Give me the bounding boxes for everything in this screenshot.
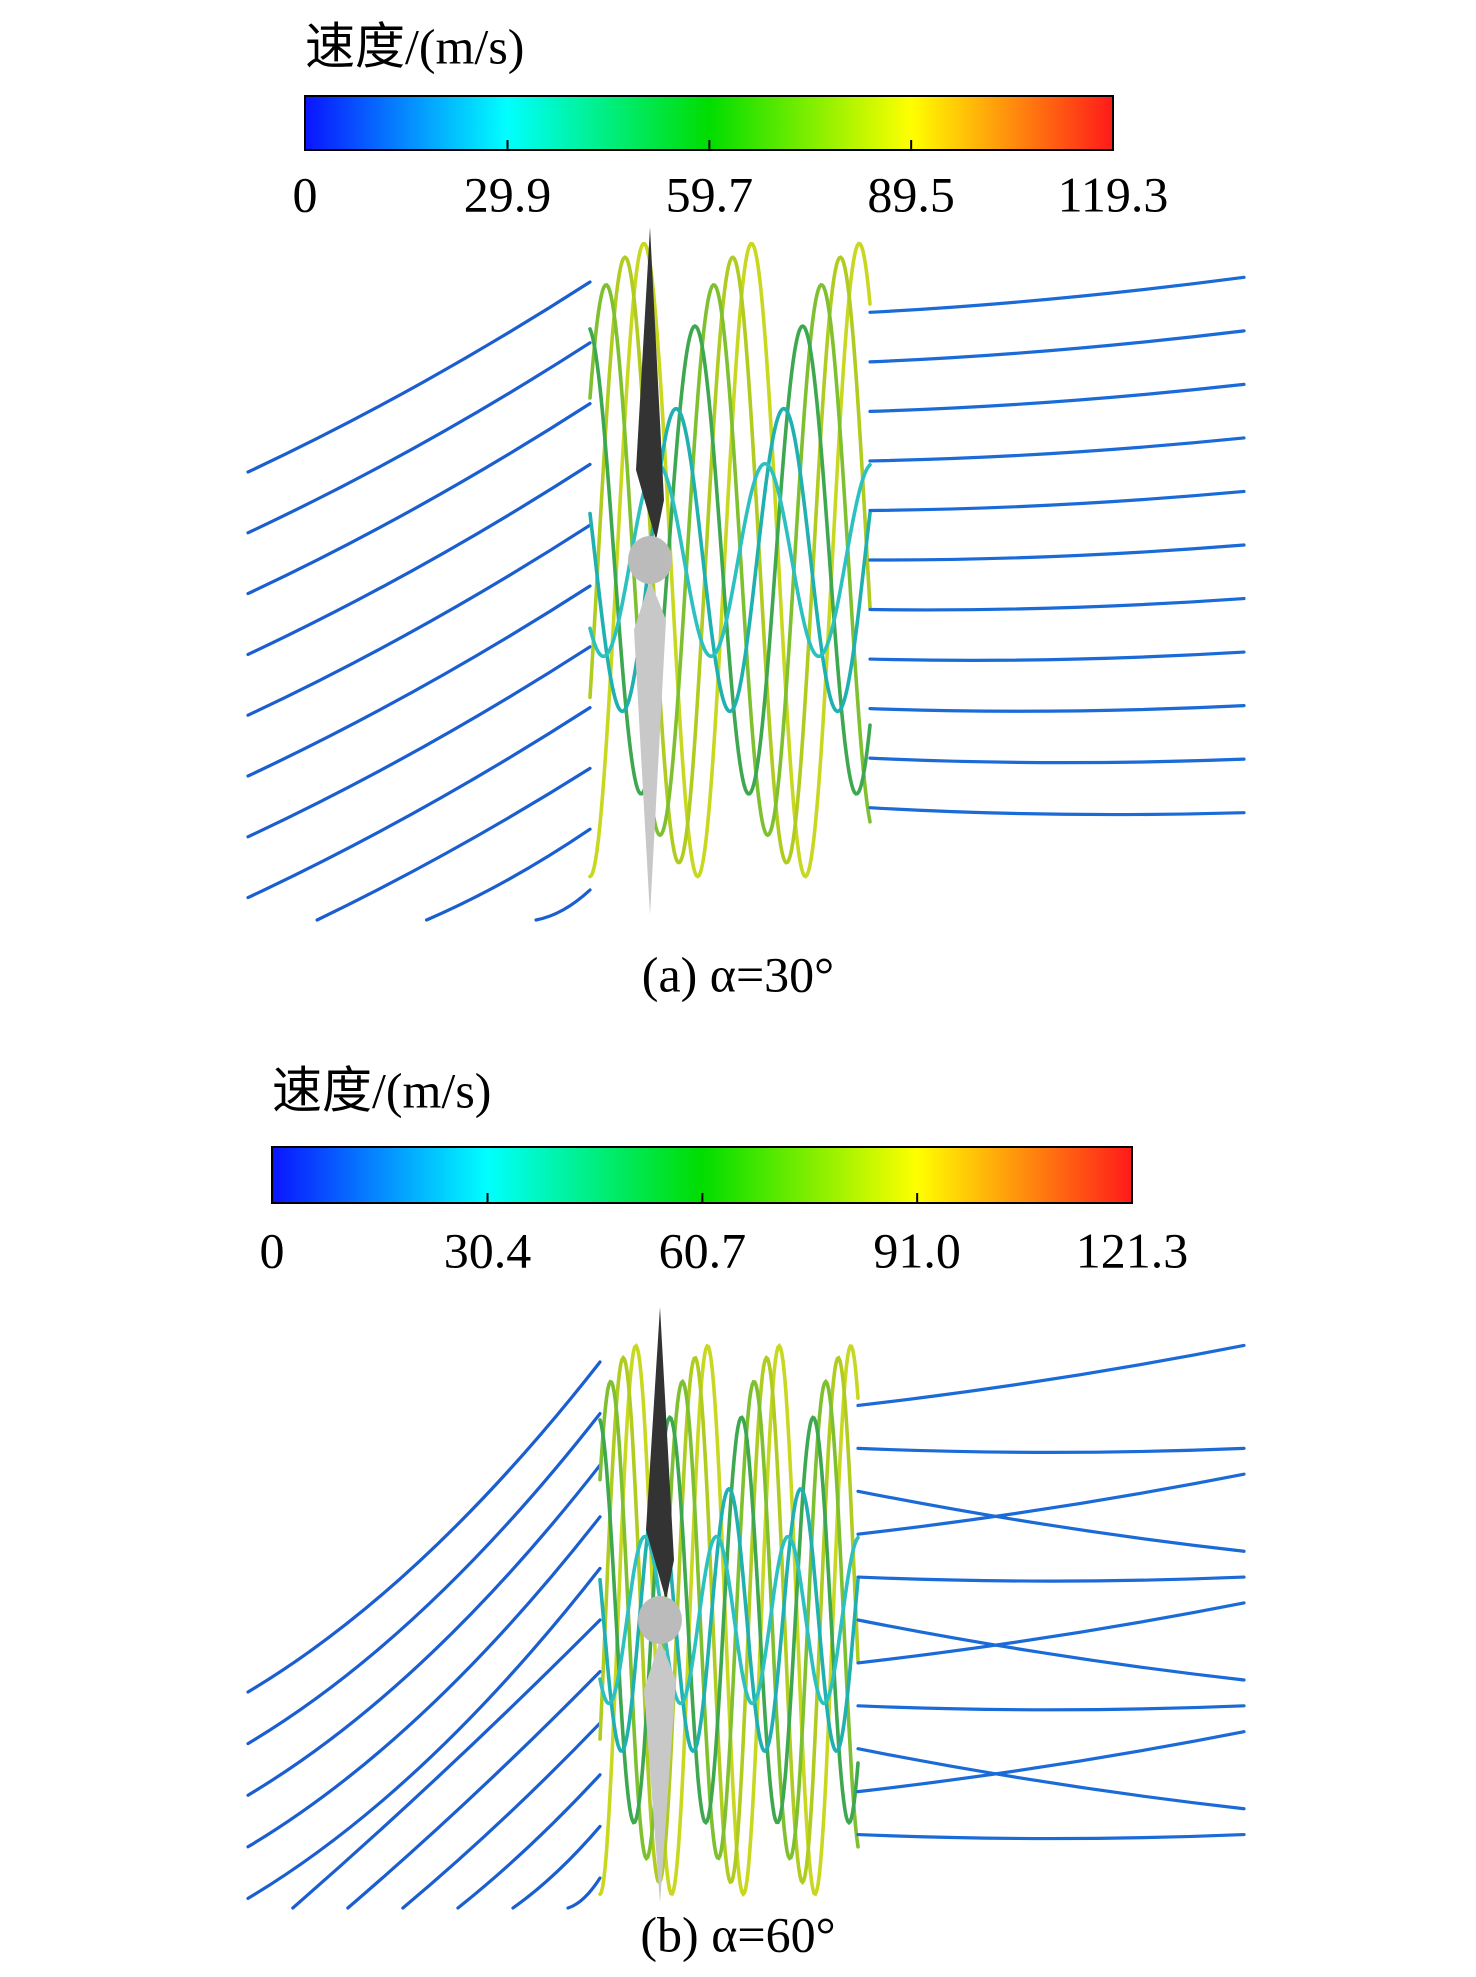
streamline xyxy=(246,1412,602,1746)
streamline xyxy=(246,341,592,535)
streamline xyxy=(868,489,1246,513)
streamline xyxy=(511,1824,602,1910)
streamline xyxy=(246,1360,602,1694)
tick-label: 121.3 xyxy=(1076,1222,1189,1278)
streamline xyxy=(246,1463,602,1797)
streamline xyxy=(566,1876,602,1910)
helix xyxy=(598,1343,860,1897)
helix xyxy=(598,1378,860,1862)
streamline xyxy=(534,888,592,922)
helix xyxy=(598,1414,860,1826)
helix xyxy=(588,241,872,879)
streamline xyxy=(246,584,592,778)
streamline xyxy=(456,1773,602,1910)
streamline xyxy=(856,1343,1246,1408)
streamline xyxy=(868,275,1246,314)
helix xyxy=(598,1354,860,1886)
streamline xyxy=(246,645,592,839)
streamline xyxy=(401,1721,602,1910)
streamline xyxy=(868,382,1246,413)
streamline xyxy=(868,756,1246,765)
helix xyxy=(588,255,872,865)
tick-label: 29.9 xyxy=(464,166,552,222)
streamline xyxy=(246,1515,602,1849)
streamline xyxy=(856,1489,1246,1553)
streamline xyxy=(856,1601,1246,1665)
streamline xyxy=(246,523,592,717)
helix xyxy=(588,324,872,796)
streamline xyxy=(346,1670,602,1910)
tick-label: 59.7 xyxy=(666,166,754,222)
streamline xyxy=(868,806,1246,817)
tick-label: 60.7 xyxy=(659,1222,747,1278)
streamline xyxy=(868,543,1246,562)
blade-lower xyxy=(634,580,666,915)
helix xyxy=(588,282,872,838)
streamline xyxy=(856,1575,1246,1583)
streamline xyxy=(868,596,1246,612)
streamline xyxy=(856,1832,1246,1841)
colorbar-title: 速度/(m/s) xyxy=(272,1062,491,1118)
streamlines xyxy=(246,241,1246,922)
streamline xyxy=(868,329,1246,364)
helix xyxy=(588,461,872,659)
streamline xyxy=(856,1472,1246,1536)
caption: (b) α=60° xyxy=(640,1906,835,1962)
tick-label: 0 xyxy=(260,1222,285,1278)
tick-label: 89.5 xyxy=(867,166,955,222)
streamline xyxy=(246,462,592,656)
streamline xyxy=(246,1566,602,1900)
helix xyxy=(598,1534,860,1706)
streamline xyxy=(246,402,592,596)
blade-lower xyxy=(644,1640,676,1903)
blade-upper xyxy=(636,227,664,540)
tick-label: 119.3 xyxy=(1058,166,1169,222)
streamline xyxy=(856,1446,1246,1454)
tick-label: 91.0 xyxy=(873,1222,961,1278)
streamline xyxy=(868,704,1246,713)
streamline xyxy=(856,1704,1246,1712)
streamline xyxy=(291,1618,602,1910)
hub xyxy=(628,536,672,584)
streamline xyxy=(868,436,1246,463)
streamline xyxy=(856,1618,1246,1682)
streamlines xyxy=(246,1343,1246,1910)
streamline xyxy=(246,706,592,900)
streamline xyxy=(424,827,592,922)
streamline xyxy=(856,1730,1246,1794)
streamline xyxy=(856,1747,1246,1811)
blade-upper xyxy=(646,1307,674,1600)
streamline xyxy=(246,280,592,474)
tick-label: 0 xyxy=(293,166,318,222)
streamline xyxy=(868,650,1246,662)
tick-label: 30.4 xyxy=(444,1222,532,1278)
hub xyxy=(638,1596,682,1644)
streamline xyxy=(315,766,592,922)
helix xyxy=(598,1486,860,1754)
colorbar-title: 速度/(m/s) xyxy=(305,18,524,74)
caption: (a) α=30° xyxy=(642,946,834,1002)
